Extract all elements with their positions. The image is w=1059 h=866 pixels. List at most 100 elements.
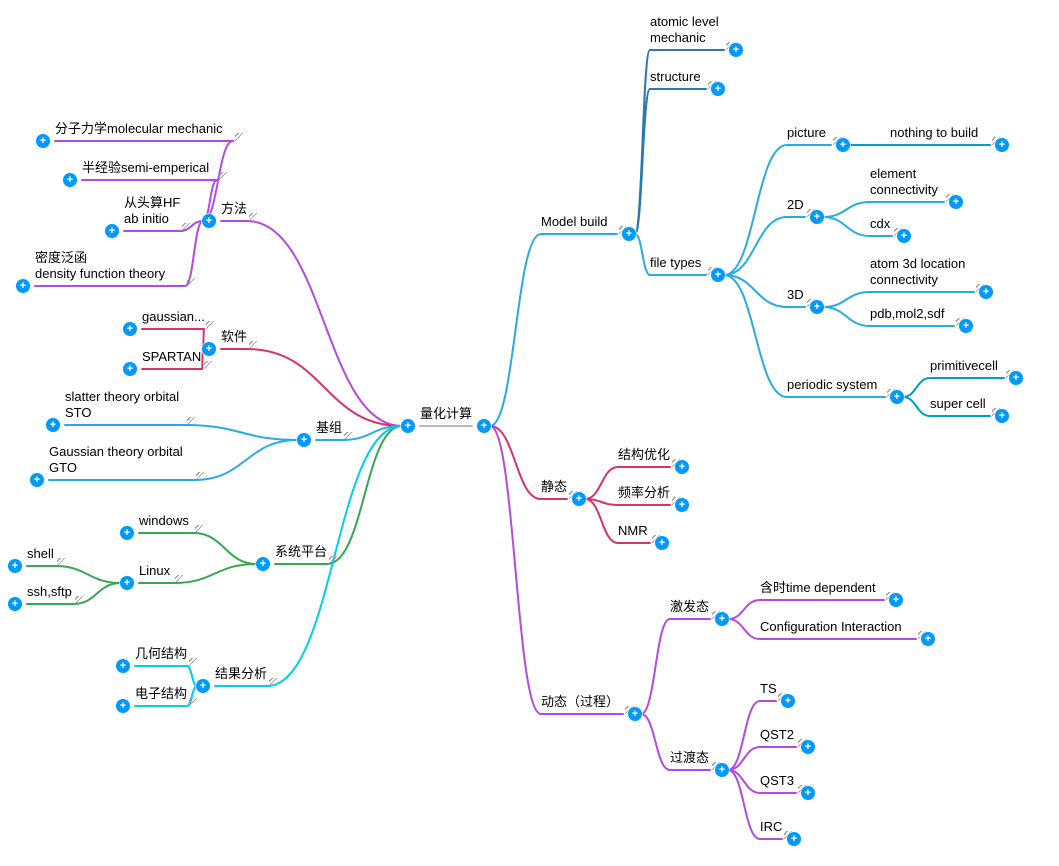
expand-button[interactable]: + [46,418,60,432]
mindmap-node[interactable]: NMR [618,523,648,539]
mindmap-node[interactable]: 系统平台 [275,544,327,560]
expand-button[interactable]: + [949,195,963,209]
mindmap-node[interactable]: ssh,sftp [27,584,72,600]
mindmap-node[interactable]: 方法 [221,201,247,217]
mindmap-node[interactable]: shell [27,546,54,562]
expand-button[interactable]: + [628,707,642,721]
mindmap-node[interactable]: picture [787,125,826,141]
resize-handle[interactable] [57,558,69,566]
mindmap-node[interactable]: 激发态 [670,599,709,615]
expand-button[interactable]: + [8,559,22,573]
mindmap-node[interactable]: slatter theory orbital STO [65,389,179,420]
resize-handle[interactable] [175,575,187,583]
expand-button[interactable]: + [120,576,134,590]
mindmap-node[interactable]: gaussian... [142,309,205,325]
mindmap-node[interactable]: 结构优化 [618,447,670,463]
expand-button[interactable]: + [889,593,903,607]
mindmap-node[interactable]: Linux [139,563,170,579]
expand-button[interactable]: + [801,786,815,800]
mindmap-node[interactable]: QST2 [760,727,794,743]
expand-button[interactable]: + [202,342,216,356]
expand-button[interactable]: + [36,134,50,148]
resize-handle[interactable] [344,432,356,440]
expand-button[interactable]: + [711,268,725,282]
mindmap-node[interactable]: QST3 [760,773,794,789]
mindmap-node[interactable]: structure [650,69,701,85]
mindmap-node[interactable]: 静态 [541,479,567,495]
mindmap-node[interactable]: 动态（过程） [541,694,619,710]
expand-button[interactable]: + [715,763,729,777]
mindmap-node[interactable]: 半经验semi-emperical [82,160,209,176]
mindmap-node[interactable]: element connectivity [870,166,938,197]
mindmap-node[interactable]: 软件 [221,329,247,345]
expand-button[interactable]: + [810,210,824,224]
mindmap-node[interactable]: 频率分析 [618,485,670,501]
resize-handle[interactable] [249,213,261,221]
resize-handle[interactable] [249,341,261,349]
expand-button[interactable]: + [116,699,130,713]
mindmap-node[interactable]: pdb,mol2,sdf [870,306,944,322]
mindmap-node[interactable]: windows [139,513,189,529]
expand-button[interactable]: + [105,224,119,238]
expand-button[interactable]: + [781,694,795,708]
expand-button[interactable]: + [123,362,137,376]
resize-handle[interactable] [75,596,87,604]
mindmap-node[interactable]: 基组 [316,420,342,436]
mindmap-node[interactable]: super cell [930,396,986,412]
expand-button[interactable]: + [921,632,935,646]
expand-button[interactable]: + [787,832,801,846]
mindmap-node[interactable]: file types [650,255,701,271]
mindmap-node[interactable]: atomic level mechanic [650,14,719,45]
expand-button[interactable]: + [477,419,491,433]
expand-button[interactable]: + [196,679,210,693]
resize-handle[interactable] [235,133,247,141]
expand-button[interactable]: + [63,173,77,187]
expand-button[interactable]: + [959,319,973,333]
expand-button[interactable]: + [711,82,725,96]
mindmap-node[interactable]: SPARTAN [142,349,201,365]
expand-button[interactable]: + [995,409,1009,423]
resize-handle[interactable] [329,556,341,564]
expand-button[interactable]: + [8,597,22,611]
resize-handle[interactable] [219,172,231,180]
mindmap-node[interactable]: periodic system [787,377,877,393]
mindmap-node[interactable]: TS [760,681,777,697]
mindmap-node[interactable]: 2D [787,197,804,213]
expand-button[interactable]: + [30,473,44,487]
resize-handle[interactable] [195,525,207,533]
resize-handle[interactable] [182,223,194,231]
mindmap-node[interactable]: 电子结构 [135,686,187,702]
mindmap-node[interactable]: 几何结构 [135,646,187,662]
mindmap-node[interactable]: 从头算HF ab initio [124,195,180,226]
expand-button[interactable]: + [622,227,636,241]
expand-button[interactable]: + [897,229,911,243]
expand-button[interactable]: + [979,285,993,299]
mindmap-node[interactable]: primitivecell [930,358,998,374]
expand-button[interactable]: + [120,526,134,540]
resize-handle[interactable] [187,417,199,425]
mindmap-node[interactable]: Configuration Interaction [760,619,902,635]
expand-button[interactable]: + [836,138,850,152]
resize-handle[interactable] [206,321,218,329]
expand-button[interactable]: + [801,740,815,754]
expand-button[interactable]: + [202,214,216,228]
mindmap-node[interactable]: 分子力学molecular mechanic [55,121,223,137]
resize-handle[interactable] [269,678,281,686]
expand-button[interactable]: + [729,43,743,57]
resize-handle[interactable] [189,658,201,666]
mindmap-node[interactable]: Gaussian theory orbital GTO [49,444,183,475]
expand-button[interactable]: + [1009,371,1023,385]
expand-button[interactable]: + [256,557,270,571]
expand-button[interactable]: + [675,460,689,474]
mindmap-root[interactable]: 量化计算 [420,406,472,422]
expand-button[interactable]: + [297,433,311,447]
resize-handle[interactable] [204,361,216,369]
mindmap-node[interactable]: 密度泛函 density function theory [35,250,165,281]
expand-button[interactable]: + [16,279,30,293]
expand-button[interactable]: + [890,390,904,404]
expand-button[interactable]: + [715,612,729,626]
resize-handle[interactable] [189,698,201,706]
resize-handle[interactable] [187,278,199,286]
expand-button[interactable]: + [810,300,824,314]
mindmap-node[interactable]: 结果分析 [215,666,267,682]
